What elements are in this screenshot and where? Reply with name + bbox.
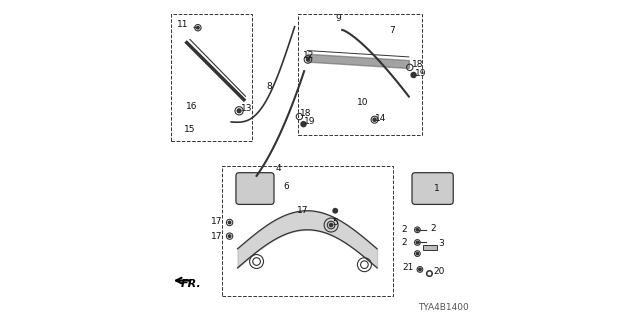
Text: 17: 17: [297, 206, 308, 215]
Circle shape: [307, 58, 310, 61]
Text: 20: 20: [433, 268, 445, 276]
Text: 2: 2: [402, 225, 407, 234]
Text: 14: 14: [375, 114, 387, 123]
Text: 18: 18: [300, 108, 311, 117]
Circle shape: [228, 235, 231, 237]
Circle shape: [196, 27, 199, 29]
Text: 12: 12: [303, 52, 314, 60]
Text: 3: 3: [438, 239, 444, 248]
Text: 11: 11: [177, 20, 188, 29]
Circle shape: [330, 223, 333, 227]
Text: 15: 15: [184, 125, 196, 134]
Bar: [298, 14, 422, 135]
Text: FR.: FR.: [180, 279, 201, 289]
Circle shape: [228, 221, 231, 224]
Text: 18: 18: [412, 60, 424, 69]
Circle shape: [416, 252, 419, 255]
Text: 8: 8: [266, 82, 272, 91]
Text: 21: 21: [403, 263, 414, 272]
FancyBboxPatch shape: [236, 173, 274, 204]
Circle shape: [411, 72, 416, 77]
Circle shape: [416, 241, 419, 244]
Circle shape: [419, 268, 421, 271]
Circle shape: [301, 122, 306, 127]
Text: 19: 19: [303, 117, 315, 126]
Bar: [423, 245, 437, 251]
Circle shape: [427, 271, 432, 276]
Text: 13: 13: [241, 104, 252, 113]
Bar: [221, 166, 393, 296]
FancyBboxPatch shape: [412, 173, 453, 204]
Text: 16: 16: [186, 101, 197, 111]
Circle shape: [373, 118, 376, 121]
Text: 5: 5: [333, 218, 339, 227]
Text: 17: 17: [211, 217, 222, 226]
Text: TYA4B1400: TYA4B1400: [419, 303, 469, 312]
Circle shape: [416, 228, 419, 231]
Circle shape: [333, 209, 337, 213]
Text: 17: 17: [211, 232, 222, 241]
Text: 2: 2: [431, 224, 436, 233]
Circle shape: [428, 272, 431, 275]
Text: 4: 4: [276, 164, 282, 173]
Text: 9: 9: [335, 14, 341, 23]
Text: 19: 19: [415, 69, 427, 78]
Bar: [171, 14, 252, 141]
Text: 10: 10: [357, 98, 369, 107]
Text: 1: 1: [433, 184, 439, 193]
Text: 2: 2: [402, 238, 407, 247]
Text: 6: 6: [284, 182, 289, 191]
Circle shape: [237, 109, 241, 113]
Text: 7: 7: [389, 26, 395, 36]
